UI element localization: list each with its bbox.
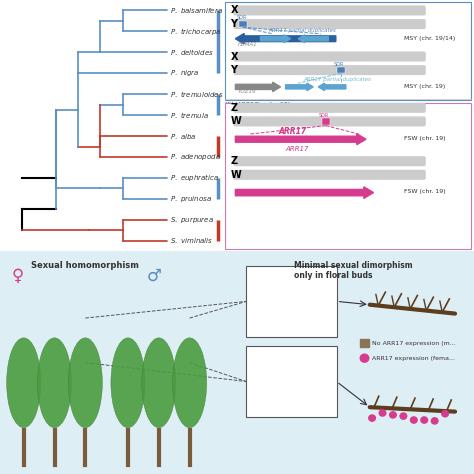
FancyBboxPatch shape bbox=[225, 102, 472, 249]
Polygon shape bbox=[298, 35, 328, 43]
Text: No ARR17 expression (m...: No ARR17 expression (m... bbox=[372, 340, 456, 346]
FancyBboxPatch shape bbox=[233, 19, 426, 29]
Bar bbox=[337, 67, 345, 73]
Polygon shape bbox=[318, 83, 346, 91]
Polygon shape bbox=[235, 187, 374, 198]
Text: $\it{P.\ tremuloides}$: $\it{P.\ tremuloides}$ bbox=[171, 89, 224, 99]
Circle shape bbox=[431, 418, 438, 424]
Text: FSW (chr. 19): FSW (chr. 19) bbox=[404, 190, 445, 194]
Text: $\it{P.\ adenopoda}$: $\it{P.\ adenopoda}$ bbox=[171, 152, 221, 162]
Text: ♂: ♂ bbox=[147, 267, 162, 285]
Text: SDR: SDR bbox=[333, 62, 344, 66]
Circle shape bbox=[400, 413, 407, 419]
Ellipse shape bbox=[290, 353, 317, 396]
Text: SDR: SDR bbox=[318, 113, 328, 118]
Bar bbox=[360, 339, 369, 347]
Text: ZW (ARR17, chr. 15): ZW (ARR17, chr. 15) bbox=[225, 228, 288, 233]
Text: XY (ARR17ir, chr. 19): XY (ARR17ir, chr. 19) bbox=[225, 102, 290, 107]
Bar bbox=[239, 21, 247, 27]
Text: MSY (chr. 19/14): MSY (chr. 19/14) bbox=[404, 36, 455, 41]
Ellipse shape bbox=[290, 272, 317, 316]
Text: ARR17: ARR17 bbox=[285, 146, 309, 152]
FancyBboxPatch shape bbox=[233, 103, 426, 113]
FancyBboxPatch shape bbox=[233, 5, 426, 16]
Text: MSY (chr. 19): MSY (chr. 19) bbox=[404, 84, 445, 89]
Text: W: W bbox=[230, 117, 241, 127]
Text: $\it{P.\ euphratica}$: $\it{P.\ euphratica}$ bbox=[171, 173, 219, 183]
Text: X: X bbox=[230, 6, 238, 16]
Text: W: W bbox=[230, 170, 241, 180]
Text: $\it{S.\ purpurea}$: $\it{S.\ purpurea}$ bbox=[171, 215, 214, 225]
Text: $\it{S.\ viminalis}$: $\it{S.\ viminalis}$ bbox=[171, 236, 214, 245]
Ellipse shape bbox=[7, 338, 41, 428]
FancyBboxPatch shape bbox=[233, 170, 426, 180]
Ellipse shape bbox=[37, 338, 72, 428]
Polygon shape bbox=[235, 82, 281, 91]
Ellipse shape bbox=[257, 272, 283, 316]
Polygon shape bbox=[285, 83, 313, 91]
Text: Z: Z bbox=[230, 103, 237, 113]
Text: ARR17 partial duplicates: ARR17 partial duplicates bbox=[268, 28, 336, 34]
Ellipse shape bbox=[142, 338, 176, 428]
Text: X: X bbox=[230, 52, 238, 62]
Circle shape bbox=[442, 410, 448, 417]
Ellipse shape bbox=[173, 338, 207, 428]
FancyBboxPatch shape bbox=[246, 346, 337, 417]
FancyBboxPatch shape bbox=[233, 117, 426, 127]
Circle shape bbox=[390, 412, 396, 418]
Text: $\it{P.\ deltoides}$: $\it{P.\ deltoides}$ bbox=[171, 47, 214, 57]
Text: ♀: ♀ bbox=[12, 267, 24, 285]
Circle shape bbox=[360, 354, 369, 362]
Circle shape bbox=[379, 410, 386, 416]
Text: $\it{P.\ tremula}$: $\it{P.\ tremula}$ bbox=[171, 110, 210, 120]
Text: ARR17 partial duplicates: ARR17 partial duplicates bbox=[303, 77, 371, 82]
Text: $\it{P.\ pruinosa}$: $\it{P.\ pruinosa}$ bbox=[171, 194, 212, 204]
Polygon shape bbox=[235, 34, 336, 44]
Text: TOZ19: TOZ19 bbox=[238, 89, 256, 94]
Text: ARR17: ARR17 bbox=[278, 127, 306, 136]
Text: SDR: SDR bbox=[237, 16, 247, 20]
Bar bbox=[322, 118, 330, 125]
FancyBboxPatch shape bbox=[225, 2, 472, 100]
Text: $\it{P.\ alba}$: $\it{P.\ alba}$ bbox=[171, 132, 197, 141]
Ellipse shape bbox=[68, 338, 102, 428]
Text: XY (ARR17ir, chr. 14): XY (ARR17ir, chr. 14) bbox=[225, 186, 290, 191]
FancyBboxPatch shape bbox=[246, 266, 337, 337]
Text: FSW (chr. 19): FSW (chr. 19) bbox=[404, 136, 445, 141]
Circle shape bbox=[410, 417, 417, 423]
Text: ARR17 expression (fema...: ARR17 expression (fema... bbox=[372, 356, 455, 361]
Text: $\it{P.\ trichocarpa}$: $\it{P.\ trichocarpa}$ bbox=[171, 26, 222, 37]
Circle shape bbox=[369, 415, 375, 421]
FancyBboxPatch shape bbox=[233, 156, 426, 166]
FancyBboxPatch shape bbox=[233, 65, 426, 75]
Text: Y: Y bbox=[230, 65, 237, 75]
Text: HEMA1: HEMA1 bbox=[238, 42, 257, 46]
Text: XY (ARR17ir, chr. 19): XY (ARR17ir, chr. 19) bbox=[225, 39, 290, 45]
FancyBboxPatch shape bbox=[233, 52, 426, 62]
Text: Sexual homomorphism: Sexual homomorphism bbox=[31, 261, 139, 270]
Text: Minimal sexual dimorphism
only in floral buds: Minimal sexual dimorphism only in floral… bbox=[294, 261, 412, 281]
Text: $\it{P.\ nigra}$: $\it{P.\ nigra}$ bbox=[171, 68, 200, 78]
Ellipse shape bbox=[111, 338, 145, 428]
Ellipse shape bbox=[257, 353, 283, 396]
Text: ZW (ARR17, chr. 19): ZW (ARR17, chr. 19) bbox=[225, 144, 288, 149]
Circle shape bbox=[421, 417, 428, 423]
Text: Y: Y bbox=[230, 19, 237, 29]
Polygon shape bbox=[261, 35, 291, 43]
Text: Z: Z bbox=[230, 156, 237, 166]
Polygon shape bbox=[235, 134, 366, 145]
Text: $\it{P.\ balsamifera}$: $\it{P.\ balsamifera}$ bbox=[171, 6, 223, 15]
